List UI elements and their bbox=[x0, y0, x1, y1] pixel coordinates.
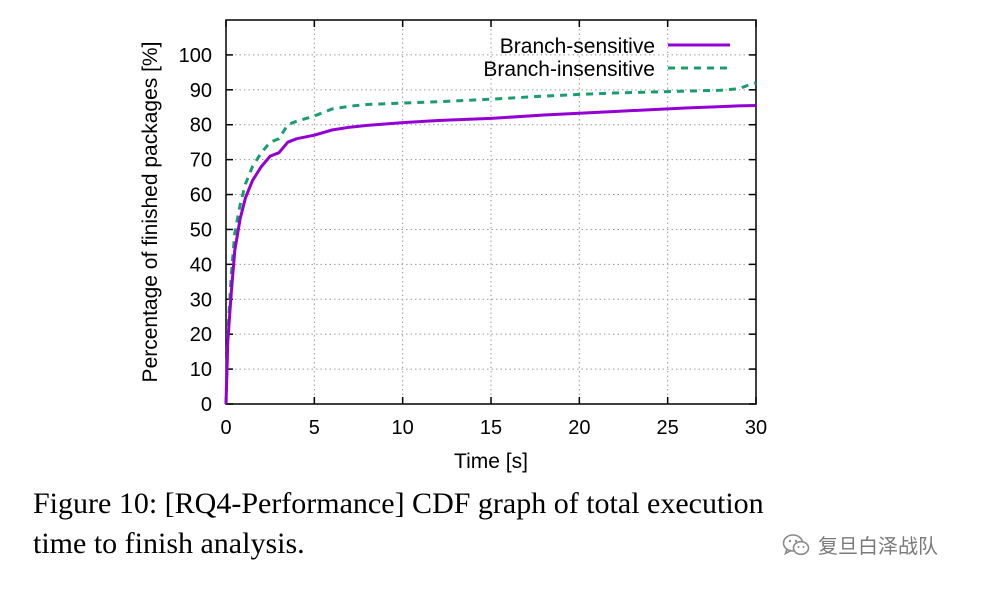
series-line-branch-insensitive bbox=[224, 81, 757, 405]
x-tick-label: 10 bbox=[392, 417, 414, 439]
series-lines bbox=[224, 81, 757, 405]
x-tick-label: 0 bbox=[220, 417, 231, 439]
y-tick-label: 20 bbox=[190, 324, 212, 346]
x-tick-label: 20 bbox=[568, 417, 590, 439]
y-tick-label: 60 bbox=[190, 185, 212, 207]
series-line-branch-sensitive bbox=[224, 104, 757, 405]
caption-line-1: Figure 10: [RQ4-Performance] CDF graph o… bbox=[33, 487, 764, 520]
legend-label-branch-insensitive: Branch-insensitive bbox=[483, 58, 655, 81]
axis-ticks: 0 5 10 15 20 25 30 0 10 20 30 40 50 60 70 80 90 100 bbox=[179, 20, 767, 439]
x-tick-label: 25 bbox=[657, 417, 679, 439]
caption-line-2: time to finish analysis. bbox=[33, 527, 305, 560]
grid-lines bbox=[226, 20, 756, 404]
y-tick-label: 90 bbox=[190, 80, 212, 102]
x-tick-label: 5 bbox=[309, 417, 320, 439]
x-tick-label: 30 bbox=[745, 417, 767, 439]
watermark-text: 复旦白泽战队 bbox=[818, 534, 938, 558]
legend: Branch-sensitive Branch-insensitive bbox=[483, 35, 730, 81]
y-tick-label: 10 bbox=[190, 359, 212, 381]
y-tick-label: 0 bbox=[201, 394, 212, 416]
figure-caption: Figure 10: [RQ4-Performance] CDF graph o… bbox=[33, 484, 933, 564]
y-tick-label: 30 bbox=[190, 289, 212, 311]
y-tick-label: 80 bbox=[190, 115, 212, 137]
watermark: 复旦白泽战队 bbox=[782, 530, 938, 559]
y-tick-label: 40 bbox=[190, 254, 212, 276]
y-axis-title: Percentage of finished packages [%] bbox=[139, 42, 162, 383]
legend-label-branch-sensitive: Branch-sensitive bbox=[500, 35, 655, 58]
y-tick-label: 100 bbox=[179, 45, 212, 67]
wechat-icon bbox=[782, 533, 810, 555]
y-tick-label: 50 bbox=[190, 219, 212, 241]
x-axis-title: Time [s] bbox=[454, 450, 528, 473]
x-tick-label: 15 bbox=[480, 417, 502, 439]
y-tick-label: 70 bbox=[190, 150, 212, 172]
